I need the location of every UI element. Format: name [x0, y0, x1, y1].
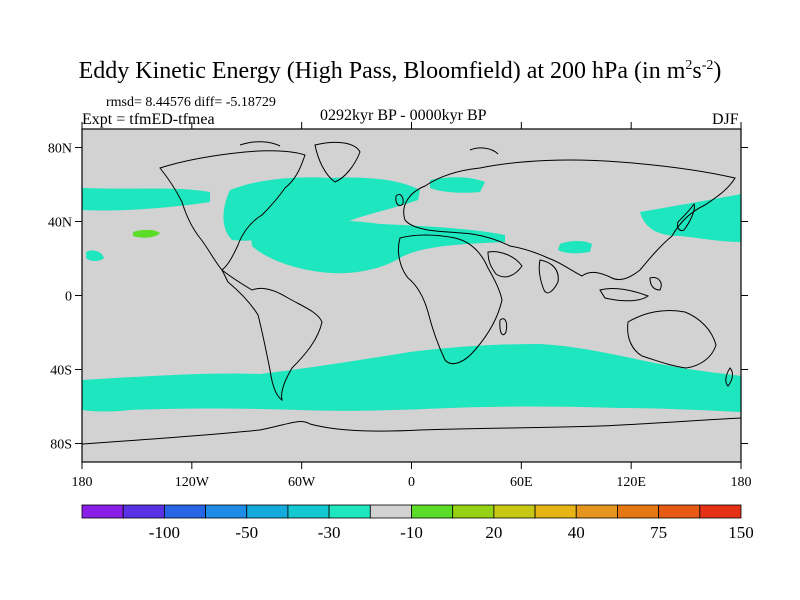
colorbar-swatch	[81, 504, 124, 519]
colorbar-label: -100	[149, 523, 180, 542]
coast-uk	[395, 193, 404, 207]
colorbar-swatch	[369, 504, 412, 519]
coast-india	[538, 259, 559, 294]
colorbar-swatch	[493, 504, 536, 519]
colorbar-swatch	[658, 504, 701, 519]
lon-tick-label: 120W	[175, 475, 210, 490]
anomaly-region-north-atlantic	[250, 220, 505, 274]
colorbar-swatch	[122, 504, 165, 519]
coast-svalbard	[469, 147, 499, 155]
colorbar-label: -50	[235, 523, 258, 542]
coast-australia	[627, 309, 717, 369]
colorbar-swatch	[246, 504, 289, 519]
anomaly-region-central-asia	[558, 241, 592, 254]
colorbar-swatch	[411, 504, 454, 519]
colorbar-label: -10	[400, 523, 423, 542]
coastlines	[82, 141, 741, 445]
experiment-label: Expt = tfmED-tfmea	[82, 111, 215, 128]
chart-title: Eddy Kinetic Energy (High Pass, Bloomfie…	[78, 58, 722, 84]
latitude-axis: 80N 40N 0 40S 80S	[48, 142, 748, 453]
coast-antarctica	[82, 417, 741, 445]
colorbar-swatch	[575, 504, 618, 519]
colorbar-swatch	[205, 504, 248, 519]
colorbar-swatch	[617, 504, 660, 519]
anomaly-region-scandinavia	[430, 177, 485, 193]
colorbar-label: 75	[650, 523, 667, 542]
lon-tick-label: 180	[72, 475, 93, 490]
anomaly-region-north-pacific-east	[640, 194, 741, 242]
coast-arabia	[487, 251, 523, 278]
anomaly-positive-pacific	[133, 229, 160, 238]
lat-tick-label: 80S	[50, 438, 72, 453]
lat-tick-label: 80N	[48, 142, 72, 157]
lat-tick-label: 0	[65, 290, 72, 305]
colorbar-swatch	[452, 504, 495, 519]
anomaly-region-hawaii	[86, 250, 104, 261]
colorbar-swatch	[328, 504, 371, 519]
season-label: DJF	[712, 111, 739, 128]
lon-tick-label: 60E	[510, 475, 533, 490]
lon-tick-label: 180	[731, 475, 752, 490]
coast-south-america	[221, 269, 323, 402]
longitude-axis: 180 120W 60W 0 60E 120E 180	[72, 122, 752, 490]
coast-eurasia	[403, 159, 736, 281]
colorbar-swatch	[534, 504, 577, 519]
colorbar-label: 150	[728, 523, 754, 542]
lat-tick-label: 40S	[50, 364, 72, 379]
anomaly-region-southern-ocean	[82, 344, 741, 412]
map-background	[82, 129, 741, 462]
colorbar-label: 20	[485, 523, 502, 542]
colorbar-swatch	[163, 504, 206, 519]
coast-greenland	[314, 141, 361, 183]
coast-north-america	[159, 150, 306, 271]
colorbar-swatch	[287, 504, 330, 519]
lat-tick-label: 40N	[48, 216, 72, 231]
coast-africa	[397, 234, 503, 365]
colorbar-swatch	[699, 504, 742, 519]
lon-tick-label: 120E	[616, 475, 646, 490]
period-label: 0292kyr BP - 0000kyr BP	[320, 107, 487, 124]
colorbar: -100 -50 -30 -10 20 40 75 150	[81, 504, 754, 542]
rmsd-diff-stats: rmsd= 8.44576 diff= -5.18729	[106, 95, 276, 110]
coast-philippines	[649, 277, 662, 291]
colorbar-label: 40	[568, 523, 585, 542]
coast-japan	[677, 202, 695, 231]
coast-indonesia	[599, 287, 650, 302]
coast-new-zealand	[725, 367, 733, 387]
lon-tick-label: 0	[408, 475, 415, 490]
colorbar-label: -30	[318, 523, 341, 542]
coast-madagascar	[499, 318, 508, 336]
coast-arctic-islands	[239, 141, 281, 147]
lon-tick-label: 60W	[288, 475, 316, 490]
anomaly-fields	[82, 177, 741, 412]
